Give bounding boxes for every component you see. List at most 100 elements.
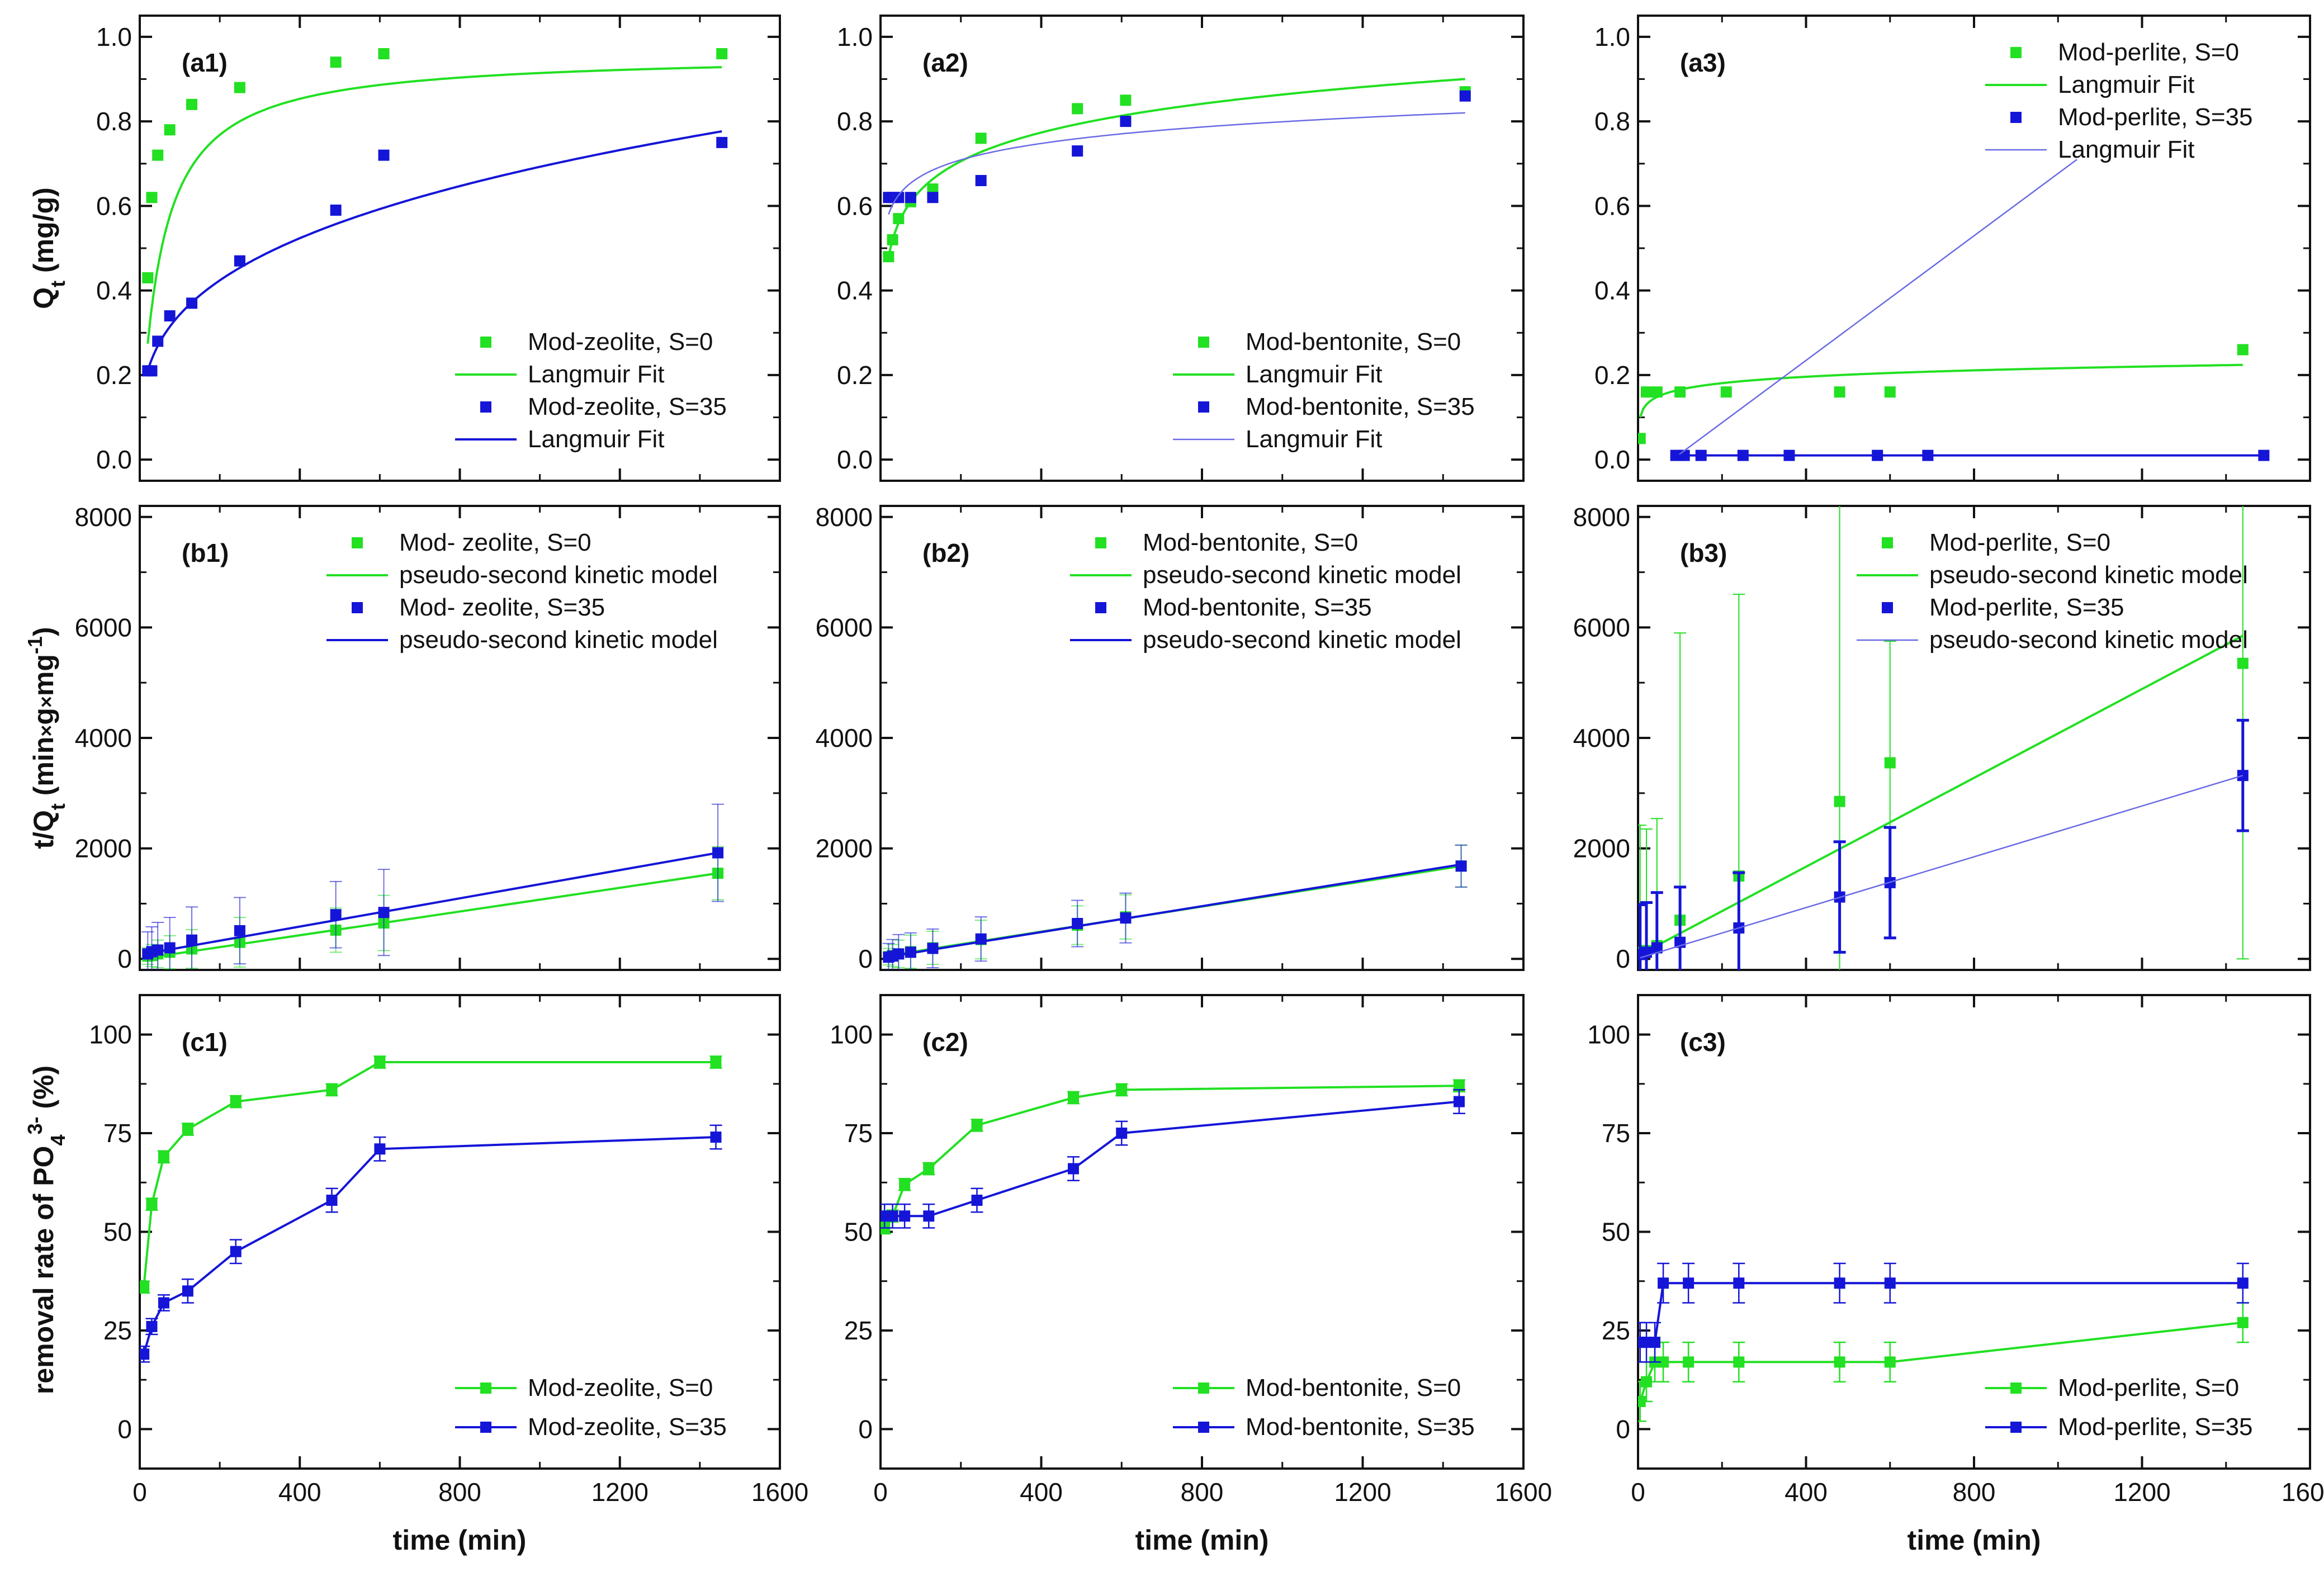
axis-title-part: (%) [28, 1066, 59, 1117]
data-point [146, 1199, 158, 1210]
x-tick-label: 0 [1631, 1478, 1645, 1507]
data-point [1683, 1356, 1695, 1368]
plot-area [1638, 1262, 2249, 1422]
data-point [1120, 94, 1132, 106]
data-point [1120, 116, 1132, 127]
x-tick-label: 1200 [2113, 1478, 2170, 1507]
series-line [883, 1085, 1460, 1229]
data-point [1454, 1096, 1465, 1107]
legend-marker [1095, 537, 1106, 548]
y-tick-label: 0.4 [96, 276, 132, 305]
data-point [905, 192, 916, 203]
panel-c1: 0 400 800 1200 1600 0 25 50 75 100 (c1) Mod-zeolite… [89, 994, 808, 1507]
series [148, 872, 718, 959]
axis-title-part: (min [28, 737, 59, 803]
data-point [234, 255, 245, 267]
data-point [234, 82, 245, 93]
data-point [1641, 386, 1653, 398]
series [883, 90, 1471, 203]
data-point [230, 1096, 242, 1107]
legend-label: Mod- zeolite, S=35 [399, 594, 605, 621]
data-point [1658, 1356, 1669, 1368]
data-point [374, 1056, 386, 1068]
panel-label: (a1) [182, 48, 228, 77]
series [141, 846, 725, 970]
series [1640, 775, 2243, 959]
legend-label: Mod-zeolite, S=35 [528, 1413, 727, 1441]
legend-marker [1882, 602, 1893, 613]
legend-label: pseudo-second kinetic model [1143, 561, 1461, 589]
series [1677, 159, 2077, 456]
y-tick-label: 100 [89, 1020, 132, 1049]
legend-marker [1198, 337, 1209, 348]
y-axis-title-a: Qt (mg/g) [28, 187, 69, 309]
series [1639, 363, 2243, 418]
y-tick-label: 50 [103, 1218, 132, 1247]
legend-label: Mod-perlite, S=0 [1929, 529, 2110, 556]
fit-curve [888, 112, 1465, 215]
data-point [923, 1210, 935, 1222]
series [146, 66, 722, 344]
legend: Mod-bentonite, S=0 pseudo-second kinetic … [1070, 529, 1461, 654]
y-tick-label: 0.2 [837, 361, 873, 390]
fit-line [148, 872, 718, 959]
x-tick-label: 1600 [751, 1478, 808, 1507]
series [882, 844, 1468, 970]
data-point [1733, 1356, 1745, 1368]
data-point [1116, 1084, 1128, 1096]
series [881, 1089, 1465, 1229]
data-point [374, 1143, 386, 1155]
series [147, 851, 718, 955]
legend-label: Langmuir Fit [2058, 136, 2195, 163]
data-point [158, 1297, 169, 1309]
plot-area [141, 803, 725, 970]
series [146, 130, 722, 371]
data-point [1884, 1277, 1896, 1289]
data-point [1068, 1092, 1079, 1104]
data-point [140, 1348, 150, 1360]
legend-label: Mod-perlite, S=0 [2058, 39, 2239, 66]
x-axis-title: time (min) [393, 1524, 527, 1556]
data-point [146, 1320, 158, 1332]
y-tick-label: 0 [117, 944, 132, 973]
legend-label: pseudo-second kinetic model [399, 626, 718, 654]
y-tick-label: 1.0 [96, 22, 132, 51]
fit-curve [1639, 363, 2243, 418]
legend-label: Mod-zeolite, S=35 [528, 393, 727, 420]
fit-line [147, 851, 718, 955]
data-point [158, 1151, 169, 1163]
legend-marker [2010, 47, 2022, 58]
data-point [378, 149, 390, 161]
x-tick-label: 1600 [2282, 1478, 2324, 1507]
data-point [164, 124, 176, 136]
legend-label: Mod-perlite, S=0 [2058, 1374, 2239, 1401]
legend-marker [480, 401, 491, 413]
y-tick-label: 75 [103, 1119, 132, 1148]
data-point [164, 310, 176, 322]
legend-label: Mod-perlite, S=35 [1929, 594, 2124, 621]
y-tick-label: 8000 [816, 503, 873, 532]
y-tick-label: 2000 [816, 834, 873, 863]
legend-label: Mod-zeolite, S=0 [528, 328, 713, 356]
y-tick-label: 100 [1587, 1020, 1630, 1049]
data-point [716, 136, 728, 148]
axis-title-part: 3- [23, 1117, 46, 1135]
data-point [330, 909, 342, 921]
y-tick-label: 0 [117, 1414, 132, 1443]
data-point [2237, 1317, 2249, 1328]
series-line [143, 1061, 716, 1287]
data-point [899, 1178, 911, 1190]
legend-label: pseudo-second kinetic model [1143, 626, 1461, 654]
panel-label: (b3) [1680, 538, 1727, 567]
y-tick-label: 6000 [1573, 613, 1630, 642]
data-point [1658, 1277, 1669, 1289]
data-point [234, 925, 245, 936]
data-point [142, 272, 154, 283]
panel-b2: 0 2000 4000 6000 8000 (b2) Mod-bentonite, S=0 p… [816, 503, 1525, 973]
data-point [182, 1123, 193, 1135]
series [881, 1079, 1465, 1235]
panel-label: (a2) [922, 48, 968, 77]
x-tick-label: 1200 [591, 1478, 649, 1507]
legend-label: Mod-bentonite, S=0 [1246, 1374, 1461, 1401]
